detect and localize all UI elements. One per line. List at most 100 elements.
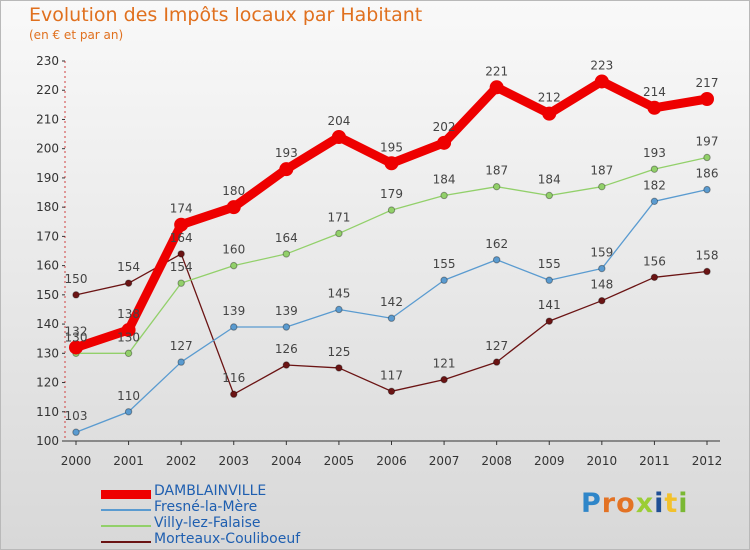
data-label: 186: [696, 167, 719, 181]
chart-title: Evolution des Impôts locaux par Habitant: [29, 4, 423, 26]
data-label: 184: [538, 172, 561, 186]
chart-axes: 100 110 120 130 140 150 160 170 180 190 200 210 220 2…: [36, 54, 722, 468]
y-tick-label: 130: [36, 346, 59, 360]
data-label: 214: [643, 85, 666, 99]
data-label: 212: [538, 91, 561, 105]
data-label: 164: [275, 231, 298, 245]
x-tick-label: 2008: [481, 454, 512, 468]
data-point: [121, 322, 136, 337]
data-label: 217: [696, 76, 719, 90]
data-point: [545, 317, 553, 325]
y-tick-label: 150: [36, 288, 59, 302]
data-label: 125: [327, 345, 350, 359]
data-point: [177, 250, 185, 258]
x-tick-label: 2004: [271, 454, 302, 468]
data-point: [545, 191, 553, 200]
data-point: [226, 200, 241, 215]
data-point: [174, 217, 189, 232]
data-point: [282, 323, 291, 331]
x-tick-label: 2001: [113, 454, 144, 468]
legend-swatch: [101, 525, 151, 527]
data-point: [177, 279, 185, 287]
legend-label: Fresné-la-Mère: [154, 499, 258, 515]
data-label: 221: [485, 64, 508, 78]
data-point: [650, 165, 659, 173]
data-label: 164: [170, 231, 193, 245]
data-point: [700, 92, 714, 106]
logo-letter: x: [635, 488, 655, 519]
data-point: [489, 80, 504, 95]
data-point: [230, 390, 238, 398]
data-label: 193: [275, 146, 298, 160]
y-tick-label: 120: [36, 376, 59, 390]
proxiti-logo: Proxiti: [581, 488, 689, 519]
data-label: 139: [222, 304, 245, 318]
data-label: 139: [275, 304, 298, 318]
legend-label: Villy-lez-Falaise: [154, 515, 261, 531]
logo-letter: i: [678, 488, 689, 519]
data-point: [437, 135, 452, 150]
data-point: [492, 256, 501, 264]
data-label: 158: [696, 248, 719, 262]
x-tick-label: 2002: [166, 454, 197, 468]
data-label: 132: [65, 324, 88, 338]
data-label: 150: [65, 272, 88, 286]
data-label: 174: [170, 202, 193, 216]
x-tick-label: 2000: [61, 454, 92, 468]
data-point: [124, 349, 133, 358]
logo-letter: r: [601, 488, 617, 519]
data-label: 121: [433, 357, 456, 371]
data-point: [282, 361, 291, 369]
x-tick-label: 2007: [429, 454, 460, 468]
data-point: [72, 291, 80, 299]
legend-swatch: [101, 541, 151, 543]
data-label: 155: [538, 257, 561, 271]
data-point: [282, 250, 291, 258]
data-point: [647, 100, 662, 115]
y-tick-label: 140: [36, 317, 59, 331]
data-point: [703, 267, 711, 276]
data-point: [440, 191, 448, 200]
data-label: 180: [222, 184, 245, 198]
y-tick-label: 160: [36, 259, 59, 273]
legend-swatch: [101, 509, 151, 511]
data-label: 156: [643, 254, 666, 268]
data-label: 103: [65, 409, 88, 423]
data-point: [230, 261, 238, 270]
data-point: [440, 276, 448, 284]
y-tick-label: 100: [36, 434, 59, 448]
data-point: [387, 387, 396, 396]
y-tick-label: 180: [36, 200, 59, 214]
data-point: [72, 428, 80, 436]
data-label: 179: [380, 187, 403, 201]
data-point: [492, 182, 501, 191]
data-label: 197: [696, 134, 719, 148]
data-label: 202: [433, 120, 456, 134]
legend-swatch: [101, 489, 151, 499]
data-labels: 150 154 164 116 126 125 117 121 127 141 148 156 158 1…: [65, 58, 719, 423]
x-tick-label: 2009: [534, 454, 565, 468]
data-label: 160: [222, 243, 245, 257]
data-point: [440, 375, 448, 384]
chart-subtitle: (en € et par an): [29, 28, 124, 42]
data-label: 223: [590, 58, 613, 72]
data-point: [492, 358, 501, 366]
y-tick-label: 190: [36, 171, 59, 185]
data-point: [177, 358, 185, 366]
y-tick-label: 110: [36, 405, 59, 419]
data-label: 187: [590, 164, 613, 178]
data-point: [335, 305, 343, 314]
data-label: 182: [643, 178, 666, 192]
logo-letter: i: [654, 488, 665, 519]
data-label: 138: [117, 307, 140, 321]
data-label: 204: [327, 114, 350, 128]
y-tick-label: 220: [36, 83, 59, 97]
y-tick-label: 210: [36, 112, 59, 126]
data-label: 187: [485, 164, 508, 178]
data-label: 117: [380, 368, 403, 382]
data-label: 130: [65, 330, 88, 344]
data-label: 126: [275, 342, 298, 356]
data-points: [69, 74, 714, 436]
